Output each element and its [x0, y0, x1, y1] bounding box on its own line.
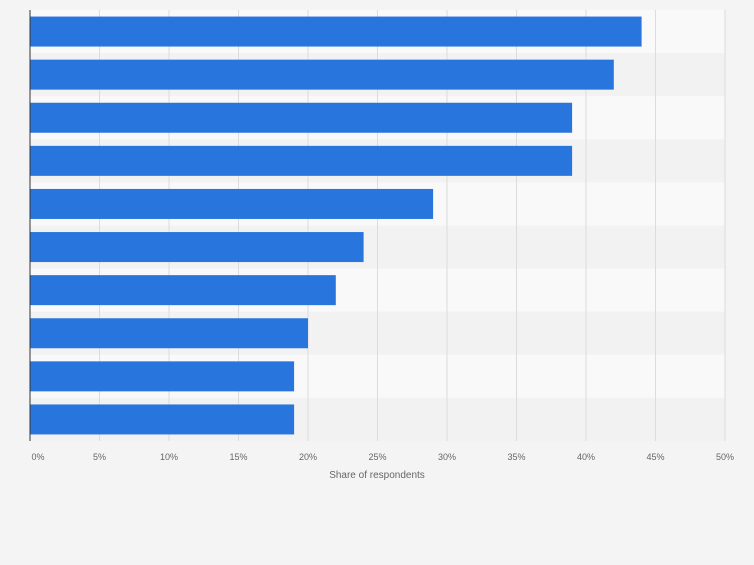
bar	[30, 361, 295, 392]
x-tick-label: 10%	[160, 452, 178, 462]
x-tick-label: 40%	[577, 452, 595, 462]
x-tick-label: 30%	[438, 452, 456, 462]
bars	[30, 16, 642, 435]
bar	[30, 16, 642, 47]
bar	[30, 232, 364, 263]
bar	[30, 275, 336, 306]
x-tick-label: 50%	[716, 452, 734, 462]
bar	[30, 59, 614, 90]
x-tick-label: 45%	[646, 452, 664, 462]
x-tick-label: 25%	[368, 452, 386, 462]
x-tick-label: 15%	[229, 452, 247, 462]
x-tick-labels: 0% 5% 10% 15% 20% 25% 30% 35% 40% 45% 50%	[31, 452, 734, 462]
x-tick-label: 35%	[507, 452, 525, 462]
bar	[30, 102, 573, 133]
bar	[30, 404, 295, 435]
bar	[30, 188, 434, 219]
x-tick-label: 0%	[31, 452, 44, 462]
bar	[30, 318, 308, 349]
x-tick-label: 20%	[299, 452, 317, 462]
x-tick-label: 5%	[93, 452, 106, 462]
x-axis-label: Share of respondents	[329, 470, 425, 481]
bar	[30, 145, 573, 176]
